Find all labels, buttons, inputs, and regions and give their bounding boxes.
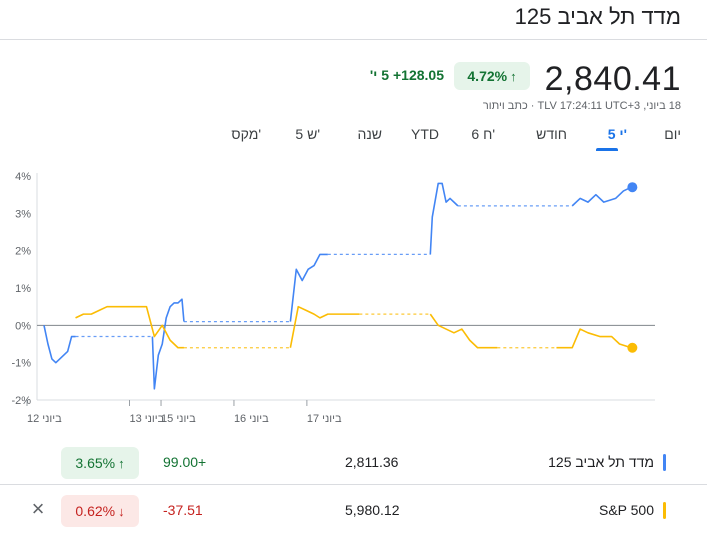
change-percent-value: 4.72% (467, 68, 508, 84)
series-endpoint-dot (627, 182, 638, 193)
x-tick-label: 13 ביוני (129, 413, 164, 425)
row-change-absolute: 99.00+ (163, 454, 207, 470)
series-line-ta125 (43, 182, 632, 390)
row-change-percent-value: 3.65% (75, 455, 116, 471)
y-tick-label: 0% (15, 320, 31, 332)
x-tick-label: 16 ביוני (234, 413, 269, 425)
y-tick-label: 4% (15, 171, 31, 183)
y-tick-label: -2% (11, 395, 31, 407)
row-name: S&P 500 (598, 502, 654, 518)
tab-6-months[interactable]: 6 ח' (471, 126, 495, 142)
x-tick-label: 12 ביוני (27, 413, 62, 425)
x-tick-label: 17 ביוני (307, 413, 342, 425)
comparison-row[interactable]: S&P 500 5,980.12 -37.51 0.62% ↓ × (0, 489, 707, 533)
row-change-percent-value: 0.62% (75, 503, 116, 519)
tab-5-days[interactable]: 5 י' (607, 126, 627, 142)
series-endpoint-dot (627, 342, 638, 353)
tab-5-years[interactable]: 5 ש' (295, 126, 320, 142)
series-gap-connector (75, 205, 573, 338)
tab-year[interactable]: שנה (357, 126, 382, 142)
tab-ytd[interactable]: YTD (411, 126, 439, 142)
row-name: מדד תל אביב 125 (548, 454, 654, 470)
tab-max[interactable]: מקס' (231, 126, 261, 142)
comparison-row[interactable]: מדד תל אביב 125 2,811.36 99.00+ 3.65% ↑ (0, 441, 707, 485)
arrow-down-icon: ↓ (118, 503, 125, 519)
tab-month[interactable]: חודש (536, 126, 567, 142)
range-tabs: יום 5 י' חודש 6 ח' YTD שנה 5 ש' מקס' (0, 126, 707, 152)
y-tick-label: 3% (15, 208, 31, 220)
active-tab-indicator (596, 148, 618, 151)
row-price: 2,811.36 (345, 454, 399, 470)
series-color-marker (663, 502, 666, 519)
row-price: 5,980.12 (345, 502, 400, 518)
arrow-up-icon: ↑ (118, 455, 125, 471)
title-bar: מדד תל אביב 125 (0, 0, 707, 40)
row-change-percent-badge: 3.65% ↑ (61, 447, 139, 479)
remove-comparison-close-icon[interactable]: × (31, 496, 45, 521)
series-line-sp500 (75, 305, 632, 349)
page-title: מדד תל אביב 125 (514, 4, 681, 29)
y-tick-label: 2% (15, 246, 31, 258)
change-absolute: 128.05+ 5 י' (369, 67, 444, 83)
arrow-up-icon: ↑ (510, 68, 517, 84)
series-color-marker (663, 454, 666, 471)
series-gap-connector (183, 313, 557, 349)
x-tick-label: 15 ביוני (161, 413, 196, 425)
row-change-percent-badge: 0.62% ↓ (61, 495, 139, 527)
price-timestamp[interactable]: 18 ביוני, TLV 17:24:11 UTC+3 · כתב ויתור (482, 100, 681, 112)
current-price: 2,840.41 (544, 60, 681, 98)
y-tick-label: 1% (15, 283, 31, 295)
tab-day[interactable]: יום (664, 126, 681, 142)
y-tick-label: -1% (11, 358, 31, 370)
change-percent-badge: 4.72% ↑ (454, 62, 530, 90)
row-change-absolute: -37.51 (163, 502, 203, 518)
